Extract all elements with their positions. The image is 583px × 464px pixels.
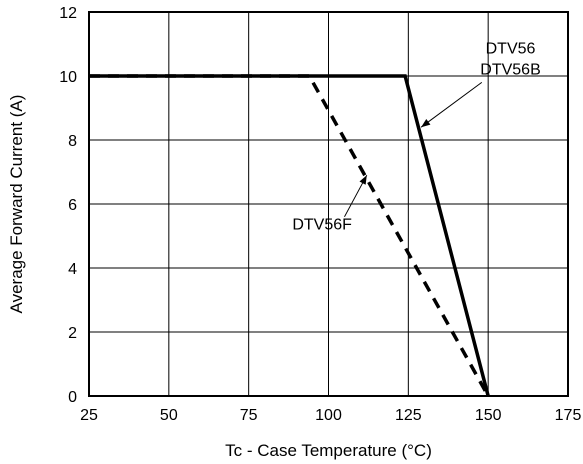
x-tick-label: 50 [160, 407, 178, 424]
x-tick-label: 175 [555, 407, 582, 424]
y-tick-label: 4 [68, 261, 77, 278]
annotation-arrowhead-1 [359, 175, 367, 185]
y-tick-label: 2 [68, 325, 77, 342]
series-label-0: DTV56 [486, 41, 536, 58]
y-axis-label: Average Forward Current (A) [7, 95, 26, 314]
x-tick-label: 150 [475, 407, 502, 424]
y-tick-label: 8 [68, 133, 77, 150]
y-tick-label: 12 [59, 5, 77, 22]
x-tick-label: 100 [315, 407, 342, 424]
y-tick-label: 10 [59, 69, 77, 86]
x-tick-label: 125 [395, 407, 422, 424]
series-line-1 [89, 74, 490, 397]
y-tick-label: 6 [68, 197, 77, 214]
annotation-arrowhead-0 [421, 119, 431, 128]
annotations: DTV56 DTV56B DTV56F [292, 41, 540, 234]
annotation-leader-0 [420, 81, 483, 128]
series-label-0: DTV56B [480, 62, 540, 79]
series-lines [89, 74, 490, 397]
x-tick-label: 75 [240, 407, 258, 424]
series-label-1: DTV56F [292, 217, 352, 234]
tick-labels: 25 50 75 100 125 150 175 0 2 4 6 8 10 12 [59, 5, 581, 424]
x-tick-label: 25 [80, 407, 98, 424]
y-tick-label: 0 [68, 389, 77, 406]
x-axis-label: Tc - Case Temperature (°C) [225, 441, 432, 460]
plot-frame [88, 11, 569, 397]
